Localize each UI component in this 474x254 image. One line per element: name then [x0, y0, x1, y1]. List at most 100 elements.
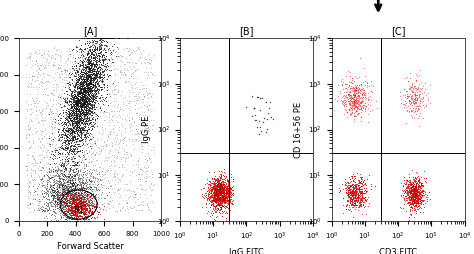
- Point: [63, 120, 71, 124]
- Point: [95, 102, 103, 106]
- Point: [50, 179, 58, 183]
- Point: [351, 99, 359, 103]
- Point: [46, 109, 54, 113]
- Point: [96, 106, 103, 110]
- Point: [79, 125, 86, 130]
- Point: [108, 178, 116, 182]
- Point: [48, 75, 56, 79]
- Point: [106, 132, 114, 136]
- Point: [43, 155, 50, 159]
- Point: [90, 167, 97, 171]
- Point: [64, 189, 72, 194]
- Point: [405, 182, 413, 186]
- Point: [93, 201, 101, 205]
- Point: [68, 114, 75, 118]
- Point: [216, 197, 223, 201]
- Point: [98, 75, 105, 79]
- Point: [143, 158, 151, 163]
- Point: [24, 203, 31, 207]
- Point: [216, 195, 223, 199]
- Point: [50, 60, 58, 64]
- Point: [82, 196, 90, 200]
- Point: [53, 168, 61, 172]
- Point: [74, 209, 82, 213]
- Point: [211, 198, 219, 202]
- Point: [38, 177, 46, 181]
- Point: [351, 180, 359, 184]
- Point: [348, 76, 356, 80]
- Point: [415, 179, 423, 183]
- Point: [79, 200, 86, 204]
- Point: [417, 92, 424, 96]
- Point: [70, 180, 77, 184]
- Point: [82, 201, 90, 205]
- Point: [213, 208, 220, 212]
- Point: [84, 72, 92, 76]
- Point: [75, 199, 83, 203]
- Point: [87, 144, 95, 148]
- Point: [77, 209, 84, 213]
- Point: [101, 114, 109, 118]
- Point: [60, 140, 67, 144]
- Point: [70, 184, 77, 188]
- Point: [77, 204, 84, 208]
- Point: [348, 200, 356, 204]
- Point: [80, 88, 87, 92]
- Point: [210, 195, 217, 199]
- Point: [79, 180, 87, 184]
- Point: [77, 189, 84, 194]
- Point: [65, 114, 73, 118]
- Point: [70, 204, 77, 208]
- Point: [412, 184, 420, 188]
- Point: [212, 194, 220, 198]
- Point: [71, 157, 78, 161]
- Point: [120, 47, 128, 51]
- Point: [75, 188, 82, 192]
- Point: [91, 46, 99, 50]
- Point: [85, 103, 92, 107]
- Point: [68, 149, 76, 153]
- Point: [57, 50, 64, 54]
- Point: [121, 208, 129, 212]
- Point: [100, 138, 108, 142]
- Point: [132, 92, 139, 96]
- Point: [100, 86, 108, 90]
- Point: [71, 164, 78, 168]
- Point: [211, 193, 219, 197]
- Point: [57, 98, 64, 102]
- Point: [89, 88, 97, 92]
- Point: [219, 194, 227, 198]
- Point: [82, 109, 90, 113]
- Point: [83, 203, 91, 207]
- Point: [92, 51, 100, 55]
- Point: [61, 197, 69, 201]
- Point: [134, 159, 141, 163]
- Point: [203, 181, 211, 185]
- Point: [77, 102, 85, 106]
- Point: [80, 181, 87, 185]
- Point: [90, 78, 97, 82]
- Point: [220, 194, 228, 198]
- Point: [35, 82, 43, 86]
- Point: [65, 138, 73, 142]
- Point: [69, 186, 77, 190]
- Point: [401, 194, 408, 198]
- Point: [40, 145, 47, 149]
- Point: [65, 184, 73, 188]
- Point: [75, 117, 82, 121]
- Point: [73, 206, 81, 210]
- Point: [224, 187, 232, 191]
- Point: [82, 99, 90, 103]
- Point: [89, 49, 97, 53]
- Point: [70, 170, 78, 174]
- Point: [71, 209, 78, 213]
- Point: [70, 100, 77, 104]
- Point: [356, 180, 364, 184]
- Point: [218, 188, 226, 192]
- Point: [101, 172, 109, 176]
- Point: [125, 106, 133, 110]
- Point: [403, 108, 410, 112]
- Point: [62, 197, 69, 201]
- Point: [108, 82, 115, 86]
- Point: [148, 118, 155, 122]
